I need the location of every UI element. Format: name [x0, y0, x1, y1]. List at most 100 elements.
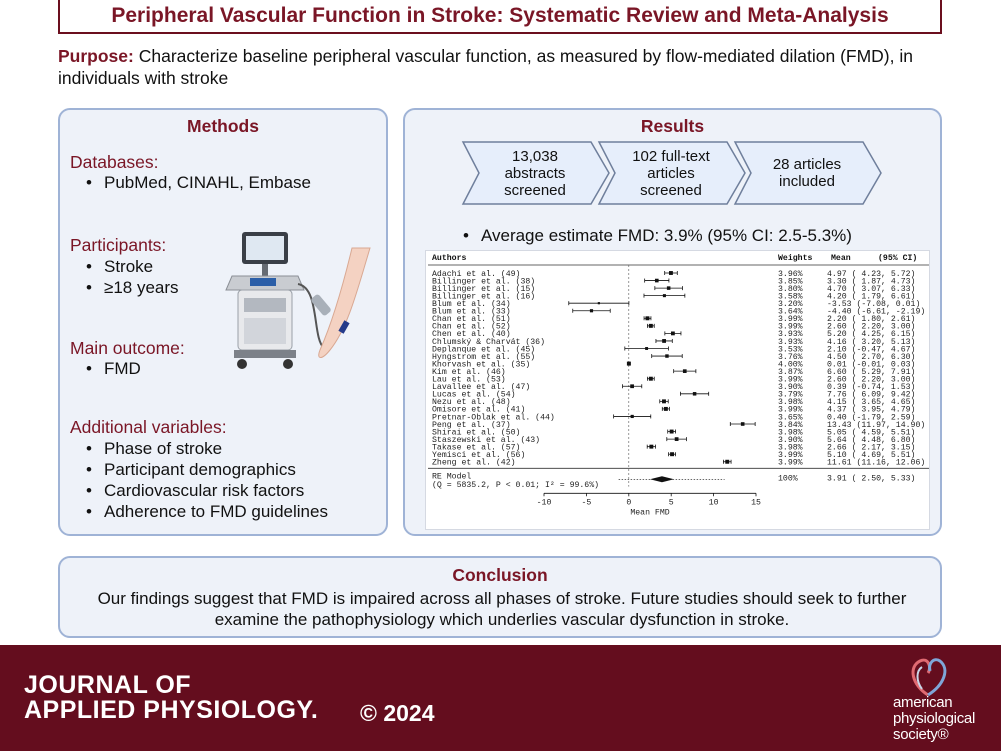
purpose-statement: Purpose: Characterize baseline periphera…	[58, 45, 958, 89]
forest-study-name: Takase et al. (57)	[432, 442, 520, 452]
forest-study-weight: 3.85%	[778, 277, 803, 286]
forest-study-name: Adachi et al. (49)	[432, 269, 520, 279]
forest-x-tick-label: -5	[581, 498, 591, 507]
forest-point	[682, 369, 687, 373]
copyright: © 2024	[360, 700, 435, 726]
forest-study-weight: 3.76%	[778, 353, 803, 362]
forest-study-weight: 3.96%	[778, 270, 803, 279]
forest-study-name: Billinger et al. (15)	[432, 284, 535, 294]
forest-point	[662, 339, 666, 343]
forest-study-name: Hyngstrom et al. (55)	[432, 352, 535, 362]
forest-study-name: Chen et al. (40)	[432, 329, 511, 339]
forest-study-weight: 3.98%	[778, 443, 803, 452]
forest-study-name: Pretnar-Oblak et al. (44)	[432, 412, 555, 422]
flow-text: articles	[647, 164, 695, 182]
forest-study-weight: 3.99%	[778, 315, 803, 324]
forest-point	[630, 384, 634, 389]
forest-point	[654, 278, 659, 283]
forest-study-estimate: 3.30 ( 1.87, 4.73)	[827, 276, 915, 286]
forest-study-estimate: 4.15 ( 3.65, 4.65)	[827, 397, 915, 407]
forest-study-name: Staszewski et al. (43)	[432, 435, 540, 445]
forest-study-weight: 3.87%	[778, 368, 803, 377]
forest-study-name: Zheng et al. (42)	[432, 458, 516, 468]
forest-study-estimate: 4.37 ( 3.95, 4.79)	[827, 405, 915, 415]
forest-study-weight: 3.53%	[778, 345, 803, 354]
forest-study-weight: 3.90%	[778, 383, 803, 392]
conclusion-title: Conclusion	[452, 565, 548, 585]
forest-x-tick-label: -10	[537, 498, 552, 507]
forest-study-estimate: -3.53 (-7.08, 0.01)	[827, 299, 920, 309]
forest-study-name: Chlumský & Charvát (36)	[432, 337, 545, 347]
forest-study-estimate: 2.60 ( 2.20, 3.00)	[827, 375, 915, 385]
forest-summary-diamond	[650, 476, 674, 483]
list-item: Cardiovascular risk factors	[88, 480, 328, 501]
forest-x-tick-label: 0	[626, 498, 631, 507]
forest-plot: Authors Weights Mean (95% CI) Adachi et al. …	[425, 250, 930, 530]
forest-study-estimate: -4.40 (-6.61, -2.19)	[827, 307, 925, 317]
forest-study-name: Deplanque et al. (45)	[432, 344, 535, 354]
databases-list: PubMed, CINAHL, Embase	[88, 172, 311, 193]
forest-point	[674, 437, 679, 441]
forest-study-weight: 3.99%	[778, 451, 803, 460]
forest-header-mean: Mean	[831, 254, 851, 263]
purpose-label: Purpose:	[58, 46, 134, 66]
flow-step-included: 28 articles included	[733, 140, 883, 206]
forest-study-estimate: 7.76 ( 6.09, 9.42)	[827, 390, 915, 400]
forest-study-name: Blum et al. (33)	[432, 307, 511, 317]
society-line: society®	[893, 726, 949, 743]
forest-study-estimate: 4.70 ( 3.07, 6.33)	[827, 284, 915, 294]
forest-study-estimate: 5.64 ( 4.48, 6.80)	[827, 435, 915, 445]
flow-text: 28 articles	[772, 156, 842, 173]
forest-point	[630, 414, 634, 419]
forest-study-estimate: 5.05 ( 4.59, 5.51)	[827, 427, 915, 437]
forest-study-weight: 3.99%	[778, 323, 803, 332]
forest-point	[648, 323, 653, 328]
forest-study-name: Shirai et al. (50)	[432, 427, 520, 437]
forest-header-weights: Weights	[778, 253, 812, 263]
society-name: american physiological society®	[893, 695, 975, 743]
flow-step-full-text: 102 full-text articles screened	[597, 140, 747, 206]
list-item: ≥18 years	[88, 277, 179, 298]
forest-x-tick-label: 10	[709, 498, 719, 507]
aps-logo-icon	[911, 658, 947, 697]
forest-study-name: Billinger et al. (38)	[432, 276, 535, 286]
list-item: PubMed, CINAHL, Embase	[88, 172, 311, 193]
forest-study-name: Lau et al. (53)	[432, 375, 506, 385]
forest-point	[597, 302, 600, 305]
forest-model-estimate: 3.91 ( 2.50, 5.33)	[827, 473, 915, 483]
page-title: Peripheral Vascular Function in Stroke: …	[58, 0, 942, 34]
forest-study-estimate: 5.10 ( 4.69, 5.51)	[827, 450, 915, 460]
forest-study-name: Omisore et al. (41)	[432, 405, 525, 415]
forest-x-tick-label: 15	[751, 498, 761, 507]
society-line: physiological	[893, 710, 975, 727]
ultrasound-machine-icon	[225, 232, 371, 369]
forest-point	[662, 294, 666, 298]
forest-study-weight: 3.20%	[778, 300, 803, 309]
forest-point	[669, 271, 673, 275]
databases-heading: Databases:	[70, 152, 159, 172]
forest-study-estimate: 2.20 ( 1.80, 2.61)	[827, 314, 915, 324]
forest-study-estimate: 0.01 (-0.01, 0.03)	[827, 359, 915, 369]
purpose-text: Characterize baseline peripheral vascula…	[58, 46, 913, 88]
society-line: american	[893, 694, 953, 711]
forest-point	[626, 361, 631, 366]
flow-text: screened	[504, 181, 566, 199]
forest-point	[645, 316, 650, 321]
forest-study-estimate: 5.20 ( 4.25, 6.15)	[827, 329, 915, 339]
forest-point	[662, 399, 666, 404]
forest-point	[740, 422, 745, 426]
forest-plot-chart: Authors Weights Mean (95% CI) Adachi et al. …	[428, 253, 929, 517]
forest-study-weight: 3.99%	[778, 376, 803, 385]
forest-study-name: Peng et al. (37)	[432, 420, 511, 430]
forest-study-name: Kim et al. (46)	[432, 367, 506, 377]
forest-study-name: Yemisci et al. (56)	[432, 450, 525, 460]
forest-study-weight: 3.98%	[778, 398, 803, 407]
forest-point	[665, 354, 669, 358]
forest-study-weight: 3.99%	[778, 406, 803, 415]
flow-text: 102 full-text	[632, 147, 710, 165]
forest-study-estimate: 0.40 (-1.79, 2.59)	[827, 412, 915, 422]
forest-study-name: Blum et al. (34)	[432, 299, 511, 309]
journal-name: JOURNAL OF APPLIED PHYSIOLOGY.	[24, 673, 318, 723]
forest-point	[648, 376, 653, 381]
forest-point	[670, 331, 675, 336]
